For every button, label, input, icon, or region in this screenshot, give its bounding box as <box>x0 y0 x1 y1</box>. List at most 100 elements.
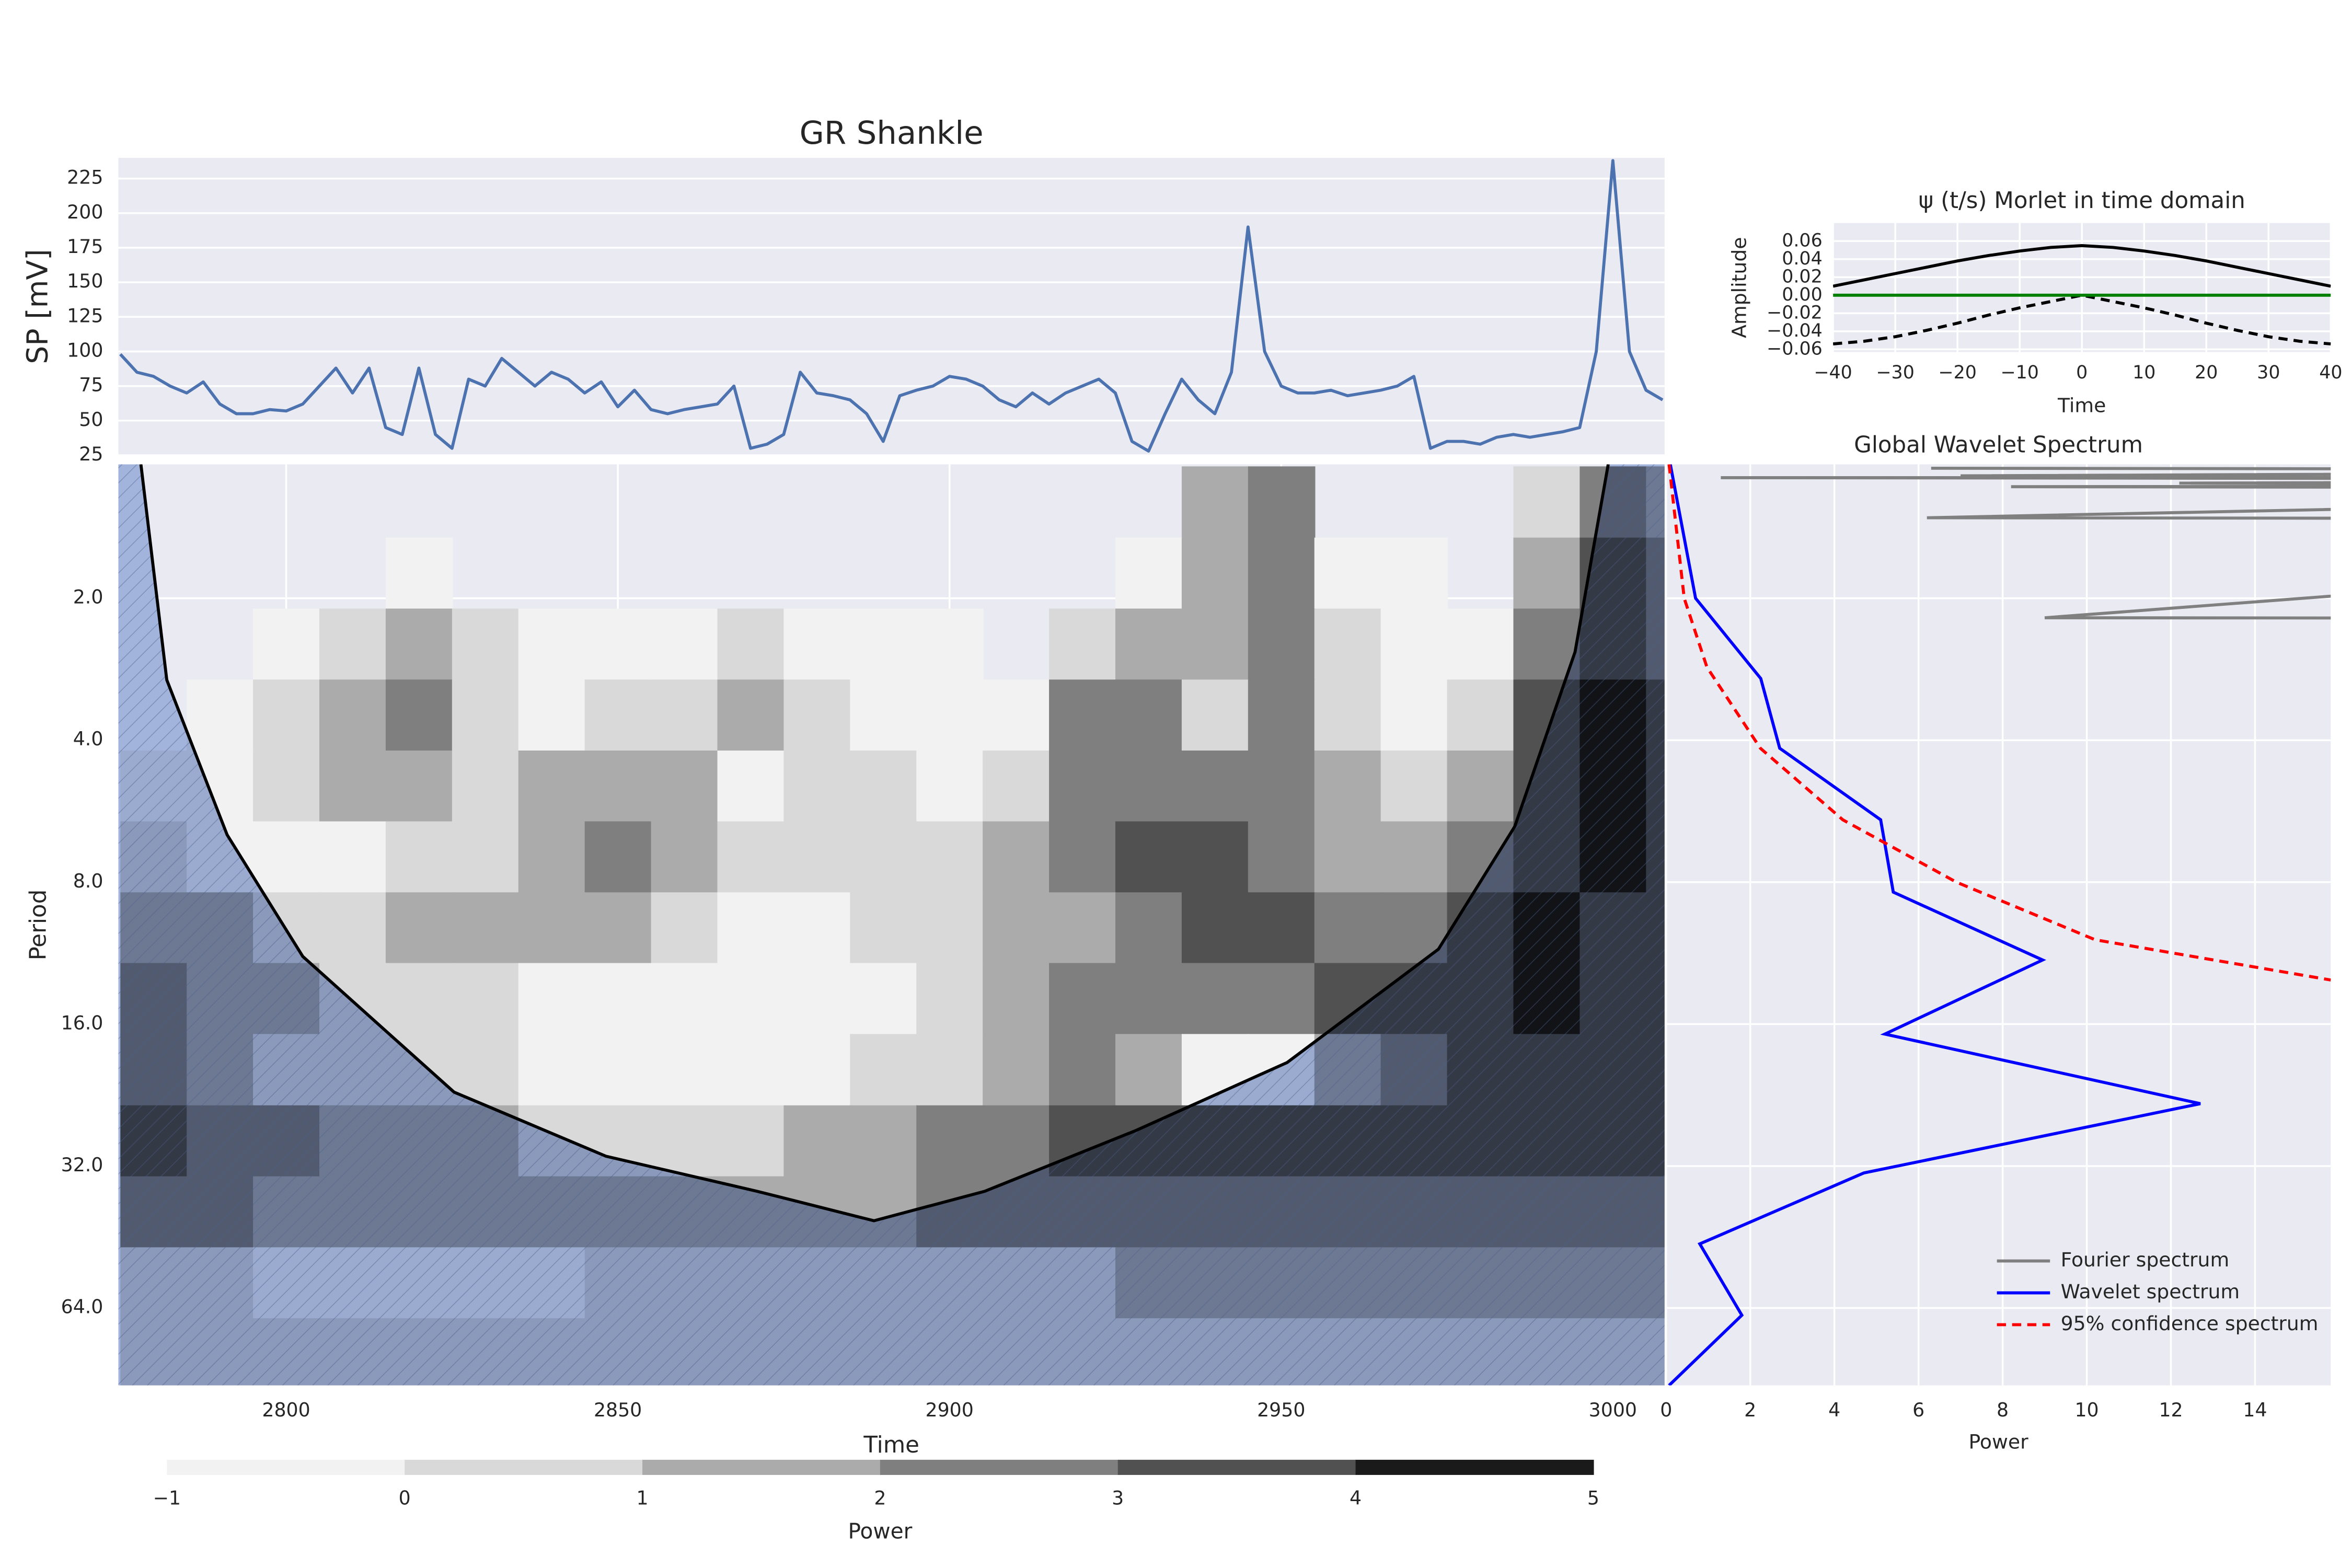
power-cell <box>319 892 387 964</box>
power-cell <box>783 963 851 1035</box>
y-tick-label: 225 <box>67 166 103 189</box>
x-tick-label: 0 <box>1660 1399 1672 1421</box>
power-cell <box>1115 892 1183 964</box>
power-cell <box>916 679 984 752</box>
y-tick-label: 100 <box>67 339 103 361</box>
power-cell <box>253 750 320 823</box>
y-tick-label: 0.02 <box>1782 266 1823 287</box>
y-tick-label: −0.02 <box>1767 302 1823 323</box>
power-cell <box>1380 608 1448 681</box>
power-cell <box>1049 963 1116 1035</box>
y-tick-label: 0.00 <box>1782 284 1823 305</box>
power-cell <box>518 821 586 894</box>
power-cell <box>1181 466 1249 539</box>
plot-area <box>1833 223 2331 352</box>
legend-label: Wavelet spectrum <box>2061 1280 2240 1303</box>
power-cell <box>518 679 586 752</box>
line <box>119 159 1664 453</box>
chart-title: Global Wavelet Spectrum <box>1854 432 2143 458</box>
power-cell <box>717 1105 785 1178</box>
power-cell <box>1115 963 1183 1035</box>
colorbar-tick-label: 0 <box>399 1486 411 1509</box>
power-cell <box>717 821 785 894</box>
legend-label: Fourier spectrum <box>2061 1248 2230 1271</box>
power-cell <box>717 608 785 681</box>
colorbar-band <box>405 1459 643 1475</box>
y-tick-label: 25 <box>79 443 103 465</box>
coi-line <box>139 464 1610 1223</box>
power-cell <box>1181 892 1249 964</box>
y-axis-label: SP [mV] <box>21 249 55 364</box>
power-cell <box>385 821 453 894</box>
legend-label: 95% confidence spectrum <box>2061 1312 2319 1335</box>
power-cell <box>319 821 387 894</box>
power-cell <box>651 608 719 681</box>
power-cell <box>1380 750 1448 823</box>
power-cell <box>584 679 652 752</box>
power-cell <box>850 1034 917 1106</box>
x-tick-label: 2800 <box>262 1399 310 1421</box>
power-cell <box>983 750 1050 823</box>
power-cell <box>253 821 320 894</box>
x-axis-label: Power <box>1969 1430 2029 1453</box>
power-cell <box>651 1034 719 1106</box>
power-cell <box>783 750 851 823</box>
power-cell <box>651 963 719 1035</box>
colorbar-tick-label: 2 <box>874 1486 886 1509</box>
y-tick-label: 32.0 <box>61 1154 103 1176</box>
x-tick-label: 3000 <box>1589 1399 1637 1421</box>
plot-area <box>118 159 1665 455</box>
power-cell <box>1115 750 1183 823</box>
power-cell <box>651 892 719 964</box>
coi-hatch <box>118 464 1665 1386</box>
x-axis-label: Time <box>2057 394 2106 417</box>
power-cell <box>983 963 1050 1035</box>
power-cell <box>850 963 917 1035</box>
x-tick-label: −20 <box>1938 362 1977 383</box>
power-cell <box>1181 750 1249 823</box>
x-tick-label: 2900 <box>926 1399 974 1421</box>
power-cell <box>1314 821 1382 894</box>
power-cell <box>1248 679 1316 752</box>
x-axis-label: Time <box>863 1432 919 1458</box>
power-cell <box>850 750 917 823</box>
chart-title: GR Shankle <box>800 114 984 152</box>
power-cell <box>1513 537 1581 610</box>
power-cell <box>916 821 984 894</box>
x-tick-label: −30 <box>1876 362 1914 383</box>
power-cell <box>1181 537 1249 610</box>
power-cell <box>651 1105 719 1178</box>
power-cell <box>850 679 917 752</box>
power-cell <box>584 892 652 964</box>
x-tick-label: 14 <box>2243 1399 2267 1421</box>
power-cell <box>651 750 719 823</box>
power-cell <box>1447 679 1515 752</box>
power-cell <box>916 963 984 1035</box>
power-cell <box>1049 892 1116 964</box>
y-axis-label: Period <box>25 890 51 961</box>
power-cell <box>584 750 652 823</box>
power-cell <box>1513 466 1581 539</box>
power-cell <box>187 679 254 752</box>
power-cell <box>518 608 586 681</box>
y-tick-label: 50 <box>79 408 103 431</box>
x-tick-label: 12 <box>2159 1399 2183 1421</box>
spectrum-line <box>1667 464 2331 982</box>
power-cell <box>1049 1034 1116 1106</box>
colorbar-band <box>642 1459 881 1475</box>
power-cell <box>783 608 851 681</box>
power-cell <box>783 1034 851 1106</box>
power-cell <box>319 608 387 681</box>
x-tick-label: 8 <box>1997 1399 2009 1421</box>
power-cell <box>452 892 520 964</box>
power-cell <box>1049 608 1116 681</box>
y-axis-label: Amplitude <box>1728 237 1751 338</box>
y-tick-label: 0.06 <box>1782 230 1823 251</box>
power-cell <box>850 1105 917 1178</box>
power-cell <box>518 1034 586 1106</box>
x-tick-label: 2 <box>1744 1399 1756 1421</box>
power-cell <box>850 892 917 964</box>
colorbar-band <box>1117 1459 1356 1475</box>
